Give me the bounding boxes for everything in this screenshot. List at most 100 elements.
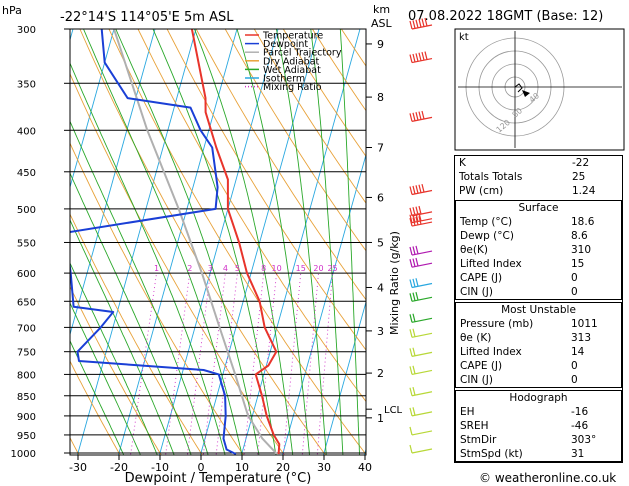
hodograph-stat-label: EH [460,406,475,418]
temperature-tick-label: 40 [358,461,372,474]
pressure-tick-label: 400 [17,126,36,137]
legend-entry: Parcel Trajectory [263,48,342,59]
legend-entry: Dry Adiabat [263,56,320,67]
background-lines [70,29,366,455]
most-unstable-label: CAPE (J) [460,360,503,372]
surface-value: 15 [571,258,585,270]
isotherm-line [199,29,320,455]
temperature-tick-label: -20 [110,461,128,474]
wind-barb [409,17,433,30]
hodograph-stat-row: StmSpd (kt) 31 [456,447,621,461]
dry-adiabat-line [70,142,244,455]
pressure-unit-label: hPa [2,4,22,17]
height-tick-label: 2 [377,367,384,380]
lcl-label: LCL [384,405,403,416]
isotherm-line [158,29,279,455]
surface-label: Dewp (°C) [460,230,514,242]
wind-barb [409,444,433,454]
index-row: K -22 [455,156,622,170]
index-label: Totals Totals [459,171,523,183]
dry-adiabat-line [70,285,162,455]
pressure-tick-label: 500 [17,205,36,216]
mixing-ratio-label: 20 [313,264,323,273]
surface-label: CAPE (J) [460,272,503,284]
surface-value: 0 [571,286,578,298]
surface-value: 0 [571,272,578,284]
wet-adiabat-line [70,301,141,455]
hodograph-trace [514,83,523,93]
hodograph-stat-value: -16 [571,406,589,418]
temperature-tick-label: 0 [198,461,205,474]
isotherm-line [281,153,366,455]
storm-motion-marker [522,90,530,97]
hodograph-title: Hodograph [509,392,568,404]
parcel-trajectory-line [113,29,278,455]
most-unstable-row: CIN (J) 0 [456,373,621,387]
most-unstable-value: 313 [571,332,592,344]
surface-label: Lifted Index [460,258,522,270]
wind-barb [409,257,433,268]
index-value: 1.24 [572,185,596,197]
isotherm-line [70,29,156,337]
hodograph-stat-value: -46 [571,420,589,432]
wet-adiabat-line [339,29,361,455]
indices-table: K -22 Totals Totals 25 PW (cm) 1.24 Surface T… [454,155,623,463]
height-tick-label: 8 [377,91,384,104]
temperature-tick-label: -10 [151,461,169,474]
dry-adiabat-line [70,213,203,455]
dry-adiabat-line [70,436,80,455]
most-unstable-section: Most Unstable Pressure (mb) 1011 θe (K) 313… [455,302,622,388]
index-value: -22 [572,157,590,169]
index-row: PW (cm) 1.24 [455,184,622,198]
isotherm-line [322,300,366,455]
wet-adiabat-line [83,29,243,455]
surface-section: Surface Temp (°C) 18.6 Dewp (°C) 8.6 θe(K) 31… [455,200,622,300]
hodograph-stat-label: StmSpd (kt) [460,448,523,460]
most-unstable-row: θe (K) 313 [456,331,621,345]
legend-entry: Mixing Ratio [263,82,322,93]
mixing-ratio-label: 2 [187,264,192,273]
mixing-ratio-line [282,273,302,455]
wet-adiabat-line [236,29,310,455]
mixing-ratio-label: 8 [261,264,266,273]
wind-barb [409,347,433,357]
dry-adiabat-line [70,360,121,455]
pressure-tick-label: 450 [17,168,36,179]
wind-barb [409,278,433,289]
wind-barb [409,216,433,227]
surface-title: Surface [518,202,559,214]
mixing-ratio-labels: 1 2 3 4 5 8 10 15 20 25 [154,264,338,273]
pressure-tick-label: 650 [17,297,36,308]
most-unstable-value: 0 [571,374,578,386]
mixing-ratio-label: 1 [154,264,159,273]
surface-row: Temp (°C) 18.6 [456,215,621,229]
most-unstable-row: Pressure (mb) 1011 [456,317,621,331]
pressure-tick-label: 800 [17,370,36,381]
height-tick-label: 4 [377,281,384,294]
height-tick-label: 9 [377,38,384,51]
pressure-tick-label: 950 [17,431,36,442]
dry-adiabat-line [224,29,366,252]
pressure-tick-label: 600 [17,269,36,280]
wind-barb [409,291,433,302]
wind-barb [409,51,433,64]
temperature-tick-label: 30 [317,461,331,474]
wind-barb [409,245,433,256]
wet-adiabat-line [70,339,125,455]
surface-label: Temp (°C) [460,216,513,228]
surface-label: θe(K) [460,244,488,256]
mixing-ratio-label: 3 [208,264,213,273]
temperature-tick-label: -30 [69,461,87,474]
surface-row: CIN (J) 0 [456,285,621,299]
wet-adiabat-line [152,29,277,455]
isotherm-line [117,29,238,455]
pressure-tick-label: 900 [17,412,36,423]
surface-row: Dewp (°C) 8.6 [456,229,621,243]
wet-adiabat-line [310,29,344,455]
wet-adiabat-line [194,29,294,455]
isotherm-line [240,29,361,455]
surface-row: CAPE (J) 0 [456,271,621,285]
most-unstable-value: 14 [571,346,585,358]
